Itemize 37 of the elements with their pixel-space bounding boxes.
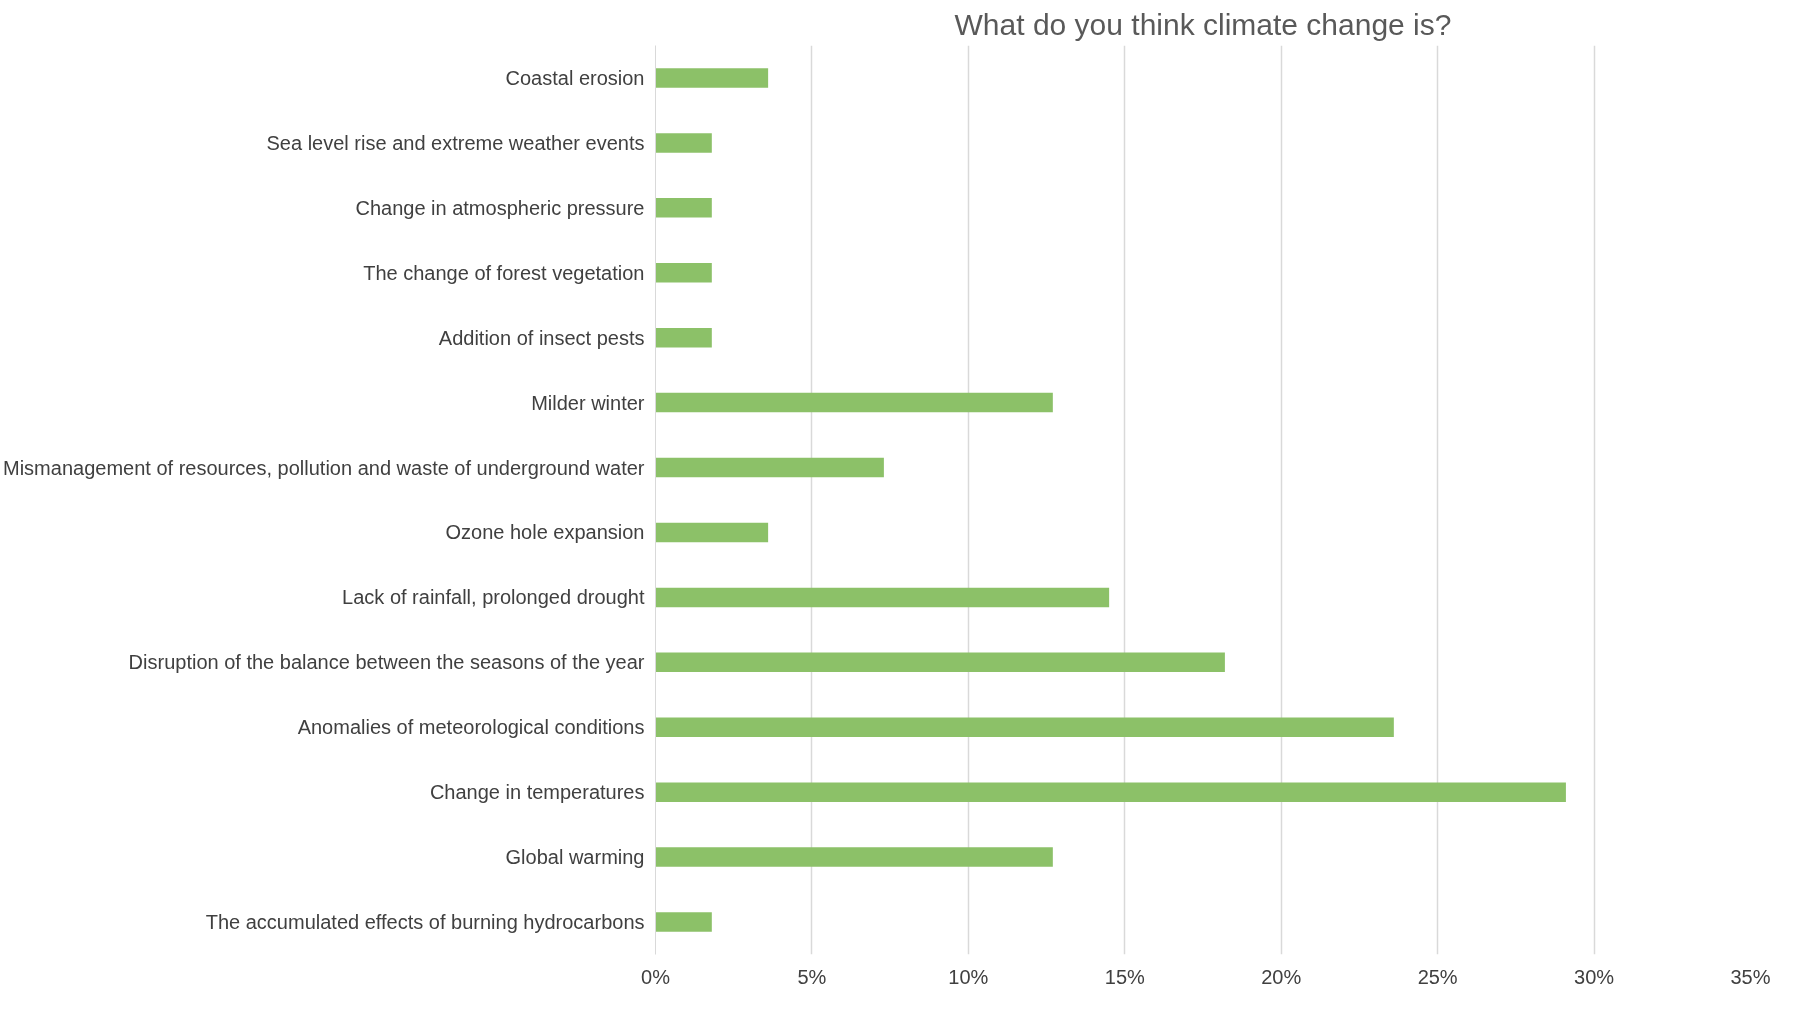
bar <box>655 392 1053 413</box>
x-tick-label: 30% <box>1574 965 1615 988</box>
y-tick-label: Sea level rise and extreme weather events <box>266 131 645 154</box>
y-tick-label: Disruption of the balance between the seasons of the year <box>128 651 645 674</box>
y-tick-label: Mismanagement of resources, pollution and waste of underground water <box>3 456 645 479</box>
y-tick-label: The accumulated effects of burning hydrocarbons <box>205 911 645 934</box>
bar <box>655 133 712 153</box>
y-tick-label: Change in temperatures <box>429 781 645 804</box>
x-tick-label: 5% <box>797 965 827 988</box>
x-tick-label: 15% <box>1104 965 1146 988</box>
bar <box>655 327 712 348</box>
bar <box>655 717 1394 737</box>
x-tick-label: 0% <box>641 965 671 988</box>
y-tick-label: Ozone hole expansion <box>445 521 645 544</box>
bar <box>655 198 712 218</box>
bar <box>655 522 769 543</box>
bar <box>655 652 1225 673</box>
y-tick-label: Change in atmospheric pressure <box>355 196 645 219</box>
y-tick-label: Milder winter <box>531 391 645 414</box>
bar <box>655 782 1566 802</box>
y-tick-label: Addition of insect pests <box>438 326 645 349</box>
x-tick-label: 25% <box>1417 965 1458 988</box>
bar <box>655 457 884 478</box>
y-tick-label: Global warming <box>505 846 645 869</box>
chart-title: What do you think climate change is? <box>954 7 1452 41</box>
bar <box>655 587 1110 608</box>
bar <box>655 263 712 283</box>
x-tick-label: 20% <box>1261 965 1302 988</box>
x-tick-label: 35% <box>1730 965 1771 988</box>
x-tick-label: 10% <box>948 965 989 988</box>
bar <box>655 847 1053 867</box>
y-tick-label: Lack of rainfall, prolonged drought <box>342 586 645 609</box>
y-tick-label: Coastal erosion <box>505 66 645 89</box>
bar <box>655 912 712 932</box>
y-tick-label: The change of forest vegetation <box>363 261 645 284</box>
bar <box>655 68 769 88</box>
y-tick-label: Anomalies of meteorological conditions <box>297 716 645 739</box>
